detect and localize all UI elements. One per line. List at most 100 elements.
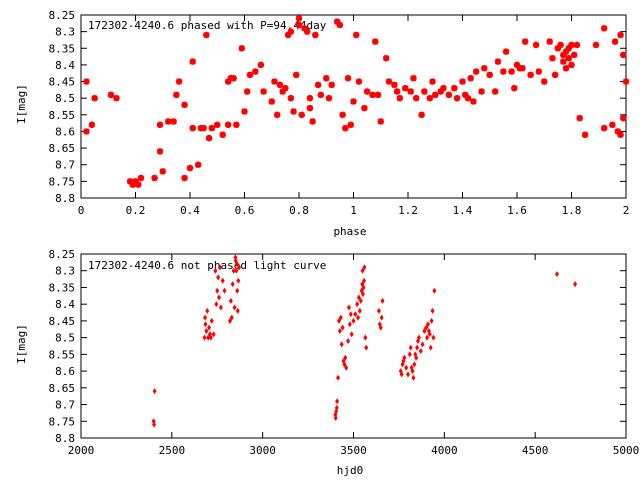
phased-data-point xyxy=(323,75,330,82)
unphased-y-tick-label: 8.7 xyxy=(55,399,75,412)
unphased-data-point xyxy=(338,314,343,321)
unphased-x-axis-title: hjd0 xyxy=(337,464,364,477)
unphased-x-tick-label: 2500 xyxy=(159,444,186,457)
unphased-data-point xyxy=(363,334,368,341)
phased-y-tick-label: 8.5 xyxy=(55,92,75,105)
unphased-y-tick-label: 8.35 xyxy=(49,281,76,294)
unphased-data-point xyxy=(355,301,360,308)
phased-y-tick-label: 8.25 xyxy=(49,9,76,22)
phased-data-point xyxy=(165,118,172,125)
unphased-data-point xyxy=(361,284,366,291)
unphased-data-point xyxy=(349,331,354,338)
unphased-data-point xyxy=(344,364,349,371)
phased-data-point xyxy=(186,164,194,172)
phased-data-point xyxy=(502,48,510,55)
phased-data-point xyxy=(560,58,567,65)
unphased-data-point xyxy=(356,294,361,301)
phased-data-point xyxy=(219,131,226,138)
phased-data-point xyxy=(257,61,265,69)
phased-data-point xyxy=(576,114,583,122)
phased-data-point xyxy=(293,71,300,79)
phased-data-point xyxy=(309,118,316,125)
unphased-data-point xyxy=(554,271,559,278)
unphased-data-point xyxy=(406,371,410,378)
unphased-y-tick-label: 8.6 xyxy=(55,365,75,378)
phased-x-axis-title: phase xyxy=(333,225,366,238)
unphased-y-tick-label: 8.75 xyxy=(49,415,76,428)
phased-data-point xyxy=(592,41,600,49)
phased-data-point xyxy=(581,131,589,138)
phased-data-point xyxy=(181,174,188,182)
phased-data-point xyxy=(325,94,333,102)
phased-x-tick-label: 1.4 xyxy=(453,204,473,217)
phased-data-point xyxy=(418,111,425,119)
unphased-plot-frame xyxy=(80,253,627,439)
phased-data-point xyxy=(481,65,488,72)
phased-data-point xyxy=(241,108,248,115)
phased-y-tick-label: 8.55 xyxy=(49,109,76,122)
unphased-data-point xyxy=(336,317,341,324)
phased-data-point xyxy=(238,45,245,52)
phased-data-point xyxy=(467,75,474,82)
phased-data-point xyxy=(429,78,436,85)
phased-data-points xyxy=(83,15,630,188)
unphased-data-point xyxy=(425,321,430,328)
phased-data-point xyxy=(224,121,232,128)
phased-x-tick-label: 1.2 xyxy=(398,204,418,217)
unphased-data-point xyxy=(214,301,219,308)
phased-x-tick-label: 1 xyxy=(350,204,357,217)
unphased-data-point xyxy=(418,348,423,355)
phased-data-point xyxy=(617,131,624,138)
phased-data-point xyxy=(440,85,447,92)
phased-x-tick-label: 0.8 xyxy=(289,204,309,217)
phased-data-point xyxy=(353,31,360,39)
unphased-x-tick-label: 2000 xyxy=(68,444,95,457)
phased-y-axis-title: I[mag] xyxy=(15,84,28,124)
unphased-data-point xyxy=(211,331,216,338)
unphased-data-point xyxy=(152,388,157,395)
phased-data-point xyxy=(393,88,401,95)
unphased-y-tick-label: 8.55 xyxy=(49,348,76,361)
phased-data-point xyxy=(151,174,158,182)
unphased-data-point xyxy=(399,371,404,378)
phased-x-tick-label: 0.6 xyxy=(235,204,255,217)
unphased-data-point xyxy=(206,334,211,341)
phased-data-point xyxy=(385,78,393,85)
phased-data-point xyxy=(350,98,357,105)
unphased-data-point xyxy=(234,261,239,268)
unphased-data-point xyxy=(203,314,208,321)
phased-data-point xyxy=(181,101,188,109)
unphased-x-tick-label: 5000 xyxy=(613,444,640,457)
unphased-y-tick-label: 8.65 xyxy=(49,382,76,395)
unphased-data-point xyxy=(432,287,437,294)
phased-data-point xyxy=(344,75,352,82)
phased-data-point xyxy=(303,28,311,35)
unphased-data-point xyxy=(425,334,430,341)
unphased-data-point xyxy=(346,304,351,311)
phased-x-tick-label: 1.8 xyxy=(562,204,582,217)
unphased-data-point xyxy=(213,267,218,274)
phased-data-point xyxy=(175,78,183,85)
phased-data-point xyxy=(492,88,499,95)
phased-data-point xyxy=(459,78,466,85)
unphased-data-point xyxy=(217,264,222,271)
unphased-data-point xyxy=(208,334,213,341)
phased-data-point xyxy=(470,98,477,105)
unphased-data-point xyxy=(209,317,214,324)
unphased-data-point xyxy=(343,354,348,361)
phased-data-point xyxy=(521,38,529,45)
unphased-data-point xyxy=(222,287,227,294)
phased-data-point xyxy=(363,88,371,95)
unphased-data-point xyxy=(378,324,383,331)
phased-data-point xyxy=(113,94,120,102)
phased-data-point xyxy=(271,78,278,85)
unphased-data-point xyxy=(427,331,432,338)
phased-data-point xyxy=(622,78,630,85)
unphased-data-point xyxy=(408,344,413,351)
unphased-data-point xyxy=(335,398,340,405)
unphased-data-point xyxy=(216,274,221,281)
phased-data-point xyxy=(159,168,166,175)
phased-data-point xyxy=(233,121,240,128)
phased-x-tick-label: 2 xyxy=(623,204,630,217)
